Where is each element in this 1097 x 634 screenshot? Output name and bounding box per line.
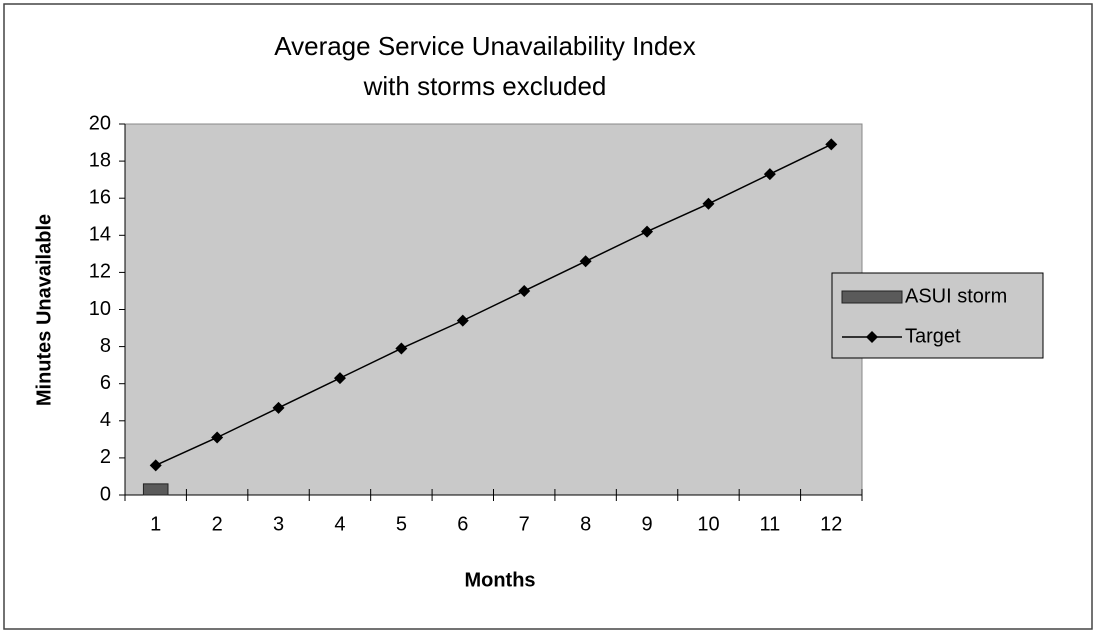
y-axis-label: Minutes Unavailable: [33, 214, 55, 406]
y-tick-label: 18: [89, 149, 111, 171]
legend-label: ASUI storm: [905, 285, 1007, 307]
marker: [518, 284, 531, 297]
marker: [272, 401, 285, 414]
x-tick-label: 7: [519, 513, 530, 535]
x-tick-label: 4: [334, 513, 345, 535]
y-tick-label: 8: [100, 335, 111, 357]
marker: [702, 197, 715, 210]
y-tick-label: 10: [89, 298, 111, 320]
marker: [825, 138, 838, 151]
legend-marker: [866, 331, 878, 343]
marker: [333, 372, 346, 385]
marker: [149, 459, 162, 472]
x-tick-label: 10: [697, 513, 719, 535]
y-tick-label: 20: [89, 112, 111, 134]
x-tick-label: 8: [580, 513, 591, 535]
y-tick-label: 14: [89, 224, 111, 246]
x-tick-label: 5: [396, 513, 407, 535]
x-tick-label: 12: [820, 513, 842, 535]
y-tick-label: 16: [89, 186, 111, 208]
y-tick-label: 6: [100, 372, 111, 394]
y-tick-label: 0: [100, 483, 111, 505]
marker: [579, 255, 592, 268]
marker: [456, 314, 469, 327]
bar: [142, 483, 169, 496]
chart-title: Average Service Unavailability Index: [274, 31, 696, 61]
chart-title: with storms excluded: [363, 71, 607, 101]
y-tick-label: 4: [100, 409, 111, 431]
legend-label: Target: [905, 325, 961, 347]
plot-area: [124, 123, 863, 496]
legend-swatch: [841, 290, 903, 304]
x-tick-label: 6: [457, 513, 468, 535]
x-tick-label: 1: [150, 513, 161, 535]
y-tick-label: 2: [100, 446, 111, 468]
y-tick-label: 12: [89, 261, 111, 283]
x-tick-label: 3: [273, 513, 284, 535]
marker: [395, 342, 408, 355]
x-axis-label: Months: [464, 569, 535, 591]
x-tick-label: 2: [212, 513, 223, 535]
marker: [211, 431, 224, 444]
line: [155, 143, 832, 467]
legend: [831, 272, 1044, 359]
x-tick-label: 11: [759, 513, 780, 535]
x-tick-label: 9: [641, 513, 652, 535]
marker: [641, 225, 654, 238]
marker: [763, 168, 776, 181]
